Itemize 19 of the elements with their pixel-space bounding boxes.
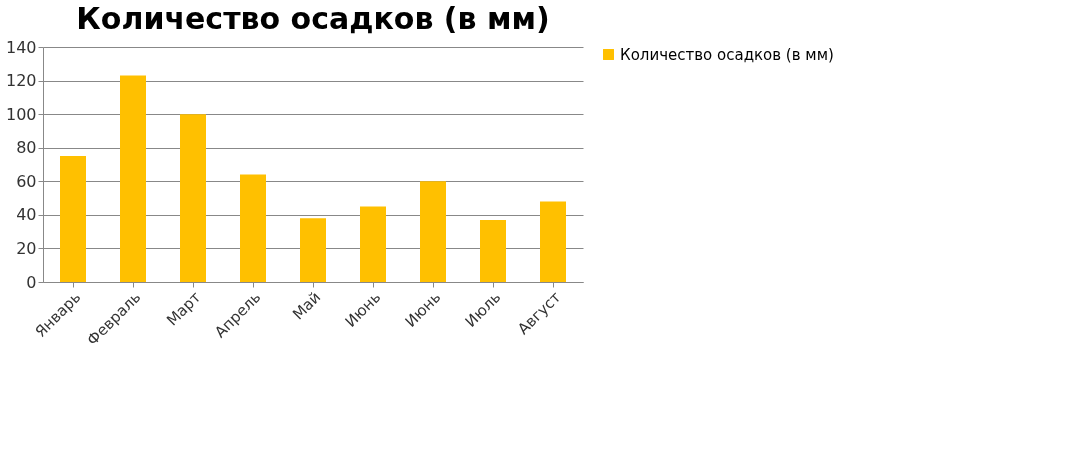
bar	[540, 201, 566, 282]
bar	[240, 174, 266, 282]
bar	[300, 218, 326, 282]
bar	[120, 75, 146, 282]
bar	[480, 219, 506, 282]
bar	[180, 114, 206, 282]
y-tick-label: 40	[16, 205, 37, 225]
y-tick-label: 140	[5, 37, 37, 57]
y-tick-label: 20	[16, 238, 37, 258]
chart-title: Количество осадков (в мм)	[76, 1, 550, 36]
bar	[360, 206, 386, 282]
y-tick-label: 100	[5, 104, 37, 124]
y-tick-label: 120	[5, 71, 37, 91]
bar	[420, 181, 446, 282]
y-tick-label: 60	[16, 171, 37, 191]
bar	[60, 156, 86, 282]
y-tick-label: 80	[16, 138, 37, 158]
y-tick-label: 0	[26, 272, 37, 292]
legend-label: Количество осадков (в мм)	[620, 45, 834, 64]
